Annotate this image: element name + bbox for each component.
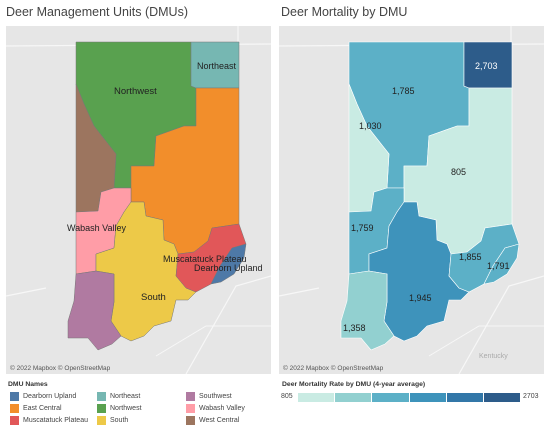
legend-swatch (97, 404, 106, 413)
region-dearborn-upland[interactable] (210, 243, 247, 285)
deer-mortality-map[interactable]: Kentucky 2,703 1,785 1,030 805 1,759 1,8… (279, 26, 544, 374)
scale-step (298, 393, 336, 402)
value-label-muscatatuck-plateau: 1,855 (459, 252, 482, 262)
legend-item-label: Wabash Valley (199, 405, 245, 412)
scale-step (483, 393, 521, 402)
basemap-label-kentucky: Kentucky (479, 353, 508, 360)
value-region-dearborn-upland[interactable] (483, 243, 520, 285)
label-northeast: Northeast (197, 61, 237, 71)
legend-item-label: South (110, 417, 129, 424)
value-label-east-central: 805 (451, 167, 466, 177)
legend-swatch (186, 392, 195, 401)
scale-step (409, 393, 447, 402)
legend-item-label: Northwest (110, 405, 142, 412)
value-label-dearborn-upland: 1,791 (487, 261, 510, 271)
map-attribution: © 2022 Mapbox © OpenStreetMap (283, 365, 384, 372)
legend-item[interactable]: Dearborn Upland (10, 392, 76, 401)
legend-dmu-names-title: DMU Names (8, 381, 48, 388)
region-south[interactable] (95, 201, 197, 342)
legend-item-label: East Central (23, 405, 62, 412)
legend-swatch (97, 416, 106, 425)
scale-step (372, 393, 410, 402)
mortality-color-scale (298, 393, 521, 402)
label-wabash-valley: Wabash Valley (67, 223, 127, 233)
legend-item-label: Dearborn Upland (23, 393, 77, 400)
legend-swatch (186, 416, 195, 425)
map-attribution: © 2022 Mapbox © OpenStreetMap (10, 365, 111, 372)
label-muscatatuck-plateau: Muscatatuck Plateau (163, 254, 247, 264)
scale-max-label: 2703 (523, 393, 539, 400)
region-southwest[interactable] (67, 270, 122, 351)
legend-item[interactable]: Wabash Valley (186, 404, 245, 413)
legend-swatch (10, 416, 19, 425)
value-label-west-central: 1,030 (359, 121, 382, 131)
value-label-wabash-valley: 1,759 (351, 223, 374, 233)
label-northwest: Northwest (114, 86, 157, 97)
legend-item[interactable]: East Central (10, 404, 62, 413)
value-label-northwest: 1,785 (392, 86, 415, 96)
legend-item[interactable]: West Central (186, 416, 239, 425)
label-south: South (141, 292, 166, 303)
value-label-south: 1,945 (409, 293, 432, 303)
legend-item[interactable]: Northeast (97, 392, 140, 401)
legend-item[interactable]: Southwest (186, 392, 232, 401)
left-map-title: Deer Management Units (DMUs) (6, 5, 188, 19)
legend-item-label: Muscatatuck Plateau (23, 417, 88, 424)
legend-swatch (186, 404, 195, 413)
value-label-northeast: 2,703 (475, 61, 498, 71)
value-region-south[interactable] (368, 201, 470, 342)
label-dearborn-upland: Dearborn Upland (194, 263, 263, 273)
right-map-title: Deer Mortality by DMU (281, 5, 408, 19)
value-label-southwest: 1,358 (343, 323, 366, 333)
legend-swatch (97, 392, 106, 401)
legend-item-label: Southwest (199, 393, 232, 400)
legend-item[interactable]: Muscatatuck Plateau (10, 416, 88, 425)
legend-item[interactable]: South (97, 416, 128, 425)
scale-min-label: 805 (281, 393, 293, 400)
legend-item-label: Northeast (110, 393, 141, 400)
legend-item-label: West Central (199, 417, 240, 424)
value-region-southwest[interactable] (340, 270, 395, 351)
legend-item[interactable]: Northwest (97, 404, 142, 413)
legend-swatch (10, 392, 19, 401)
legend-swatch (10, 404, 19, 413)
scale-step (335, 393, 373, 402)
dmu-names-map[interactable]: Northwest Northeast Wabash Valley Muscat… (6, 26, 271, 374)
legend-mortality-rate-title: Deer Mortality Rate by DMU (4-year avera… (282, 381, 426, 388)
scale-step (446, 393, 484, 402)
